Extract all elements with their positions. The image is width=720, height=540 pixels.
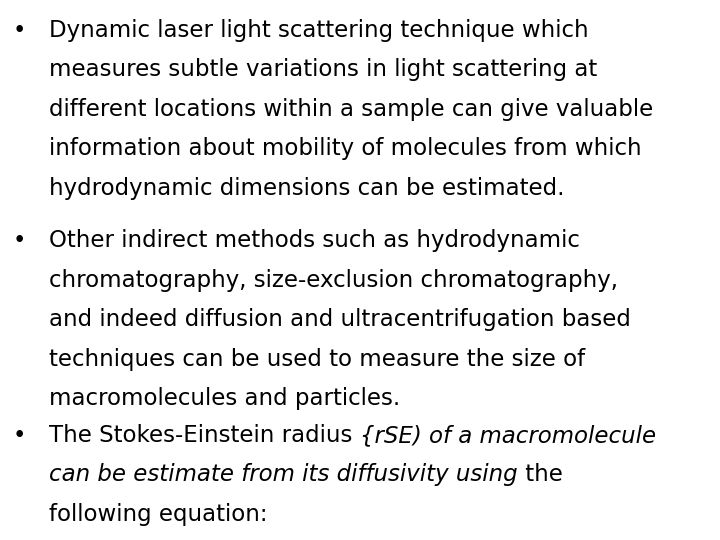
Text: Dynamic laser light scattering technique which: Dynamic laser light scattering technique… [49, 19, 588, 42]
Text: {rSE) of a macromolecule: {rSE) of a macromolecule [359, 424, 656, 447]
Text: measures subtle variations in light scattering at: measures subtle variations in light scat… [49, 58, 597, 82]
Text: techniques can be used to measure the size of: techniques can be used to measure the si… [49, 348, 585, 371]
Text: information about mobility of molecules from which: information about mobility of molecules … [49, 137, 642, 160]
Text: can be estimate from its diffusivity using: can be estimate from its diffusivity usi… [49, 463, 518, 487]
Text: •: • [13, 19, 27, 42]
Text: •: • [13, 230, 27, 253]
Text: macromolecules and particles.: macromolecules and particles. [49, 387, 400, 410]
Text: The Stokes-Einstein radius: The Stokes-Einstein radius [49, 424, 359, 447]
Text: and indeed diffusion and ultracentrifugation based: and indeed diffusion and ultracentrifuga… [49, 308, 631, 332]
Text: different locations within a sample can give valuable: different locations within a sample can … [49, 98, 653, 121]
Text: chromatography, size-exclusion chromatography,: chromatography, size-exclusion chromatog… [49, 269, 618, 292]
Text: hydrodynamic dimensions can be estimated.: hydrodynamic dimensions can be estimated… [49, 177, 564, 200]
Text: Other indirect methods such as hydrodynamic: Other indirect methods such as hydrodyna… [49, 230, 580, 253]
Text: the: the [518, 463, 562, 487]
Text: following equation:: following equation: [49, 503, 267, 526]
Text: •: • [13, 424, 27, 447]
